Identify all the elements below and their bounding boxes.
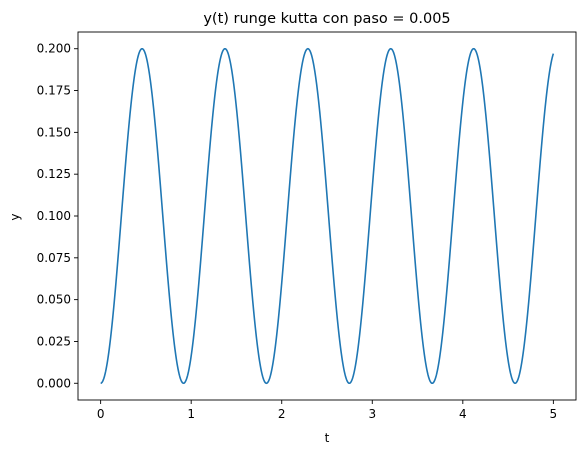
y-tick-label: 0.200: [37, 42, 71, 56]
y-tick-label: 0.000: [37, 376, 71, 390]
y-tick-label: 0.150: [37, 125, 71, 139]
y-axis: 0.000 0.025 0.050 0.075 0.100 0.125 0.150 0.175…: [37, 42, 78, 390]
x-axis: 0 1 2 3 4 5: [97, 400, 557, 421]
y-tick-label: 0.075: [37, 251, 71, 265]
x-tick-label: 4: [459, 407, 467, 421]
x-tick-label: 2: [278, 407, 286, 421]
chart-title: y(t) runge kutta con paso = 0.005: [203, 11, 450, 27]
y-tick-label: 0.175: [37, 84, 71, 98]
y-tick-label: 0.050: [37, 293, 71, 307]
y-axis-label: y: [8, 213, 22, 220]
x-axis-label: t: [325, 431, 330, 445]
plot-frame: [77, 31, 577, 401]
series-line-0: [100, 47, 555, 385]
plot-area: [77, 31, 577, 401]
y-tick-label: 0.125: [37, 167, 71, 181]
x-tick-label: 1: [187, 407, 195, 421]
x-tick-label: 5: [550, 407, 558, 421]
x-tick-label: 3: [368, 407, 376, 421]
y-tick-label: 0.025: [37, 334, 71, 348]
y-tick-label: 0.100: [37, 209, 71, 223]
x-tick-label: 0: [97, 407, 105, 421]
